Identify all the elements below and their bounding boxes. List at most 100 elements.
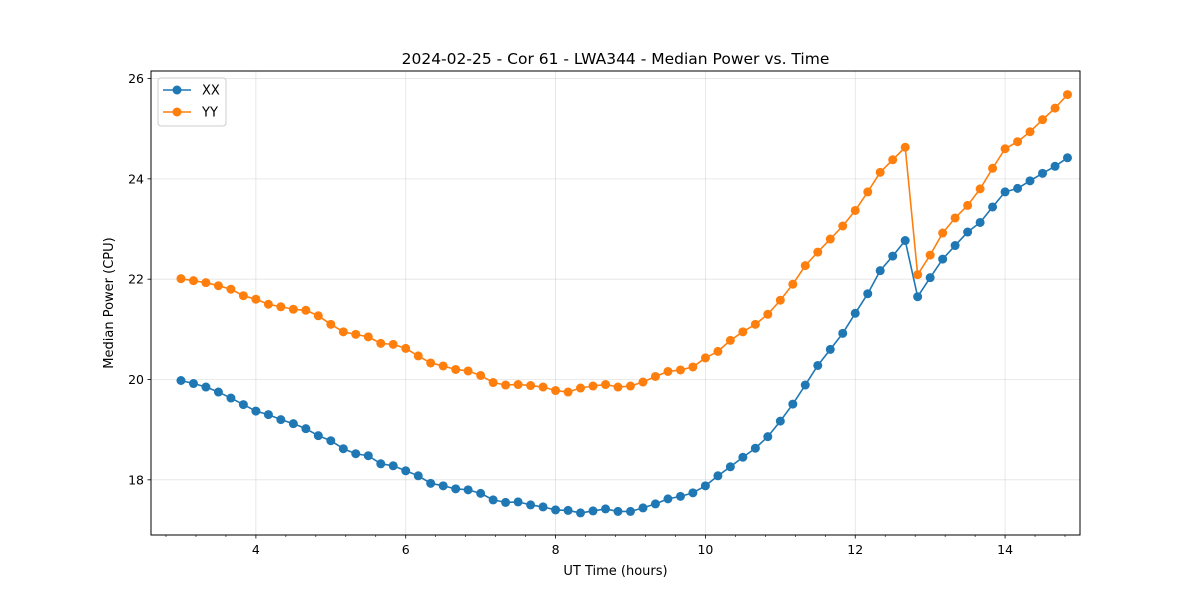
data-point-xx <box>538 502 548 512</box>
data-point-yy <box>825 234 835 244</box>
data-point-yy <box>663 366 673 376</box>
data-point-xx <box>950 241 960 251</box>
data-point-yy <box>700 353 710 363</box>
data-point-xx <box>226 393 236 403</box>
data-point-xx <box>813 360 823 370</box>
data-point-xx <box>426 478 436 488</box>
data-point-yy <box>1050 103 1060 113</box>
data-point-yy <box>201 278 211 288</box>
data-point-xx <box>588 506 598 516</box>
data-point-yy <box>738 327 748 337</box>
data-point-xx <box>338 444 348 454</box>
data-point-yy <box>838 221 848 231</box>
data-point-yy <box>850 205 860 215</box>
data-point-xx <box>438 481 448 491</box>
data-point-xx <box>526 500 536 510</box>
data-point-yy <box>388 339 398 349</box>
data-point-xx <box>551 505 561 515</box>
data-point-yy <box>563 387 573 397</box>
data-point-yy <box>213 281 223 291</box>
data-point-xx <box>401 466 411 476</box>
data-point-yy <box>263 299 273 309</box>
data-point-xx <box>775 416 785 426</box>
data-point-yy <box>1062 90 1072 100</box>
data-point-xx <box>763 432 773 442</box>
data-point-xx <box>238 400 248 410</box>
x-tick-label: 12 <box>847 542 863 557</box>
data-point-yy <box>638 377 648 387</box>
y-tick-label: 22 <box>128 272 144 287</box>
data-point-yy <box>363 332 373 342</box>
data-point-xx <box>301 424 311 434</box>
data-point-xx <box>725 462 735 472</box>
data-point-yy <box>800 261 810 271</box>
legend-marker-xx <box>172 85 182 95</box>
y-tick-label: 20 <box>128 372 144 387</box>
data-point-yy <box>963 200 973 210</box>
data-point-xx <box>1013 183 1023 193</box>
data-point-yy <box>813 247 823 257</box>
data-point-yy <box>438 361 448 371</box>
data-point-xx <box>825 344 835 354</box>
data-point-yy <box>788 279 798 289</box>
legend-label-yy: YY <box>201 106 218 121</box>
data-point-xx <box>650 499 660 509</box>
data-point-yy <box>975 184 985 194</box>
data-point-xx <box>376 459 386 469</box>
x-tick-label: 14 <box>997 542 1013 557</box>
data-point-xx <box>800 380 810 390</box>
data-point-xx <box>713 471 723 481</box>
data-point-xx <box>201 382 211 392</box>
data-point-yy <box>725 335 735 345</box>
legend: XX YY <box>157 77 227 127</box>
data-point-xx <box>1038 168 1048 178</box>
data-point-xx <box>625 506 635 516</box>
data-point-yy <box>376 338 386 348</box>
data-point-xx <box>601 504 611 514</box>
data-point-xx <box>451 484 461 494</box>
data-point-xx <box>750 443 760 453</box>
data-point-xx <box>963 227 973 237</box>
x-tick-label: 4 <box>252 542 260 557</box>
data-point-yy <box>688 362 698 372</box>
data-point-xx <box>313 431 323 441</box>
data-point-xx <box>326 436 336 446</box>
data-point-xx <box>638 503 648 513</box>
data-point-xx <box>251 406 261 416</box>
data-point-yy <box>601 380 611 390</box>
data-point-xx <box>388 461 398 471</box>
data-point-yy <box>750 319 760 329</box>
data-point-xx <box>675 491 685 501</box>
data-point-yy <box>675 365 685 375</box>
data-point-yy <box>713 346 723 356</box>
data-point-yy <box>875 167 885 177</box>
data-point-yy <box>775 295 785 305</box>
data-point-yy <box>763 309 773 319</box>
legend-marker-yy <box>172 107 182 117</box>
data-point-yy <box>1013 137 1023 147</box>
y-axis-label: Median Power (CPU) <box>102 237 117 368</box>
data-point-xx <box>413 471 423 481</box>
data-point-yy <box>650 371 660 381</box>
data-point-yy <box>413 351 423 361</box>
data-point-yy <box>1038 115 1048 125</box>
data-point-yy <box>463 366 473 376</box>
data-point-yy <box>313 311 323 321</box>
data-point-xx <box>476 488 486 498</box>
data-point-yy <box>950 213 960 223</box>
data-point-xx <box>563 505 573 515</box>
data-point-yy <box>900 142 910 152</box>
data-point-xx <box>900 236 910 246</box>
data-point-yy <box>176 274 186 284</box>
data-point-xx <box>1062 153 1072 163</box>
data-point-xx <box>863 289 873 299</box>
data-point-yy <box>938 228 948 238</box>
data-point-xx <box>1000 187 1010 197</box>
data-point-yy <box>1025 127 1035 137</box>
grid <box>151 71 1080 535</box>
data-point-xx <box>276 415 286 425</box>
data-point-xx <box>700 481 710 491</box>
data-point-xx <box>838 328 848 338</box>
data-point-yy <box>925 250 935 260</box>
